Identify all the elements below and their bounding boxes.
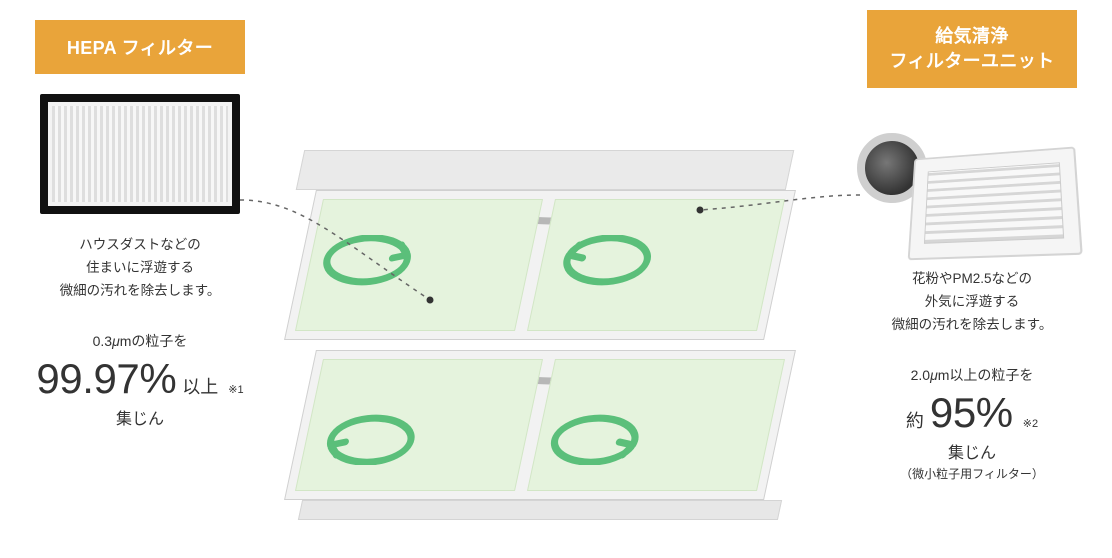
house-foundation (298, 500, 782, 520)
unit-louvers (924, 163, 1064, 245)
desc-line: ハウスダストなどの (79, 237, 201, 252)
stat-big: 99.97% (36, 355, 176, 403)
desc-line: 微細の汚れを除去します。 (60, 283, 221, 298)
stat-big: 95% (930, 389, 1013, 437)
airflow-swirl-icon (301, 235, 436, 305)
stat-footnote: ※1 (228, 383, 243, 396)
intake-unit-image (867, 108, 1077, 258)
intake-badge: 給気清浄 フィルターユニット (867, 10, 1077, 88)
room-upper-left (295, 199, 543, 331)
stat-main: 99.97% 以上 ※1 (20, 355, 260, 403)
right-panel: 給気清浄 フィルターユニット 花粉やPM2.5などの 外気に浮遊する 微細の汚れ… (852, 10, 1092, 482)
stat-sub: 集じん (852, 439, 1092, 463)
desc-line: 微細の汚れを除去します。 (892, 317, 1053, 332)
hepa-description: ハウスダストなどの 住まいに浮遊する 微細の汚れを除去します。 (20, 234, 260, 303)
hepa-filter-image (40, 94, 240, 214)
stat-sub: 集じん (20, 405, 260, 429)
hepa-stat: 0.3μmの粒子を 99.97% 以上 ※1 集じん (20, 331, 260, 429)
room-lower-left (295, 359, 543, 491)
airflow-swirl-icon (533, 235, 668, 305)
stat-sub2: （微小粒子用フィルター） (852, 465, 1092, 482)
house-roof (296, 150, 795, 190)
room-lower-right (527, 359, 785, 491)
house-floor-upper (284, 190, 796, 340)
desc-line: 外気に浮遊する (925, 294, 1020, 309)
stat-footnote: ※2 (1023, 417, 1038, 430)
stat-prefix: 約 (906, 407, 924, 433)
unit-cover (908, 147, 1083, 261)
hepa-badge: HEPA フィルター (35, 20, 245, 74)
stat-suffix: 以上 (182, 373, 218, 399)
desc-line: 花粉やPM2.5などの (912, 271, 1032, 286)
intake-stat: 2.0μm以上の粒子を 約 95% ※2 集じん （微小粒子用フィルター） (852, 365, 1092, 482)
intake-description: 花粉やPM2.5などの 外気に浮遊する 微細の汚れを除去します。 (852, 268, 1092, 337)
house-floor-lower (284, 350, 796, 500)
house-cutaway-diagram (290, 150, 780, 510)
left-panel: HEPA フィルター ハウスダストなどの 住まいに浮遊する 微細の汚れを除去しま… (20, 20, 260, 429)
filter-pleats (52, 106, 228, 202)
airflow-swirl-icon (301, 395, 436, 465)
stat-pre: 0.3μmの粒子を (20, 331, 260, 351)
desc-line: 住まいに浮遊する (86, 260, 194, 275)
airflow-swirl-icon (533, 395, 668, 465)
room-upper-right (527, 199, 785, 331)
stat-pre: 2.0μm以上の粒子を (852, 365, 1092, 385)
stat-main: 約 95% ※2 (852, 389, 1092, 437)
filter-frame (40, 94, 240, 214)
